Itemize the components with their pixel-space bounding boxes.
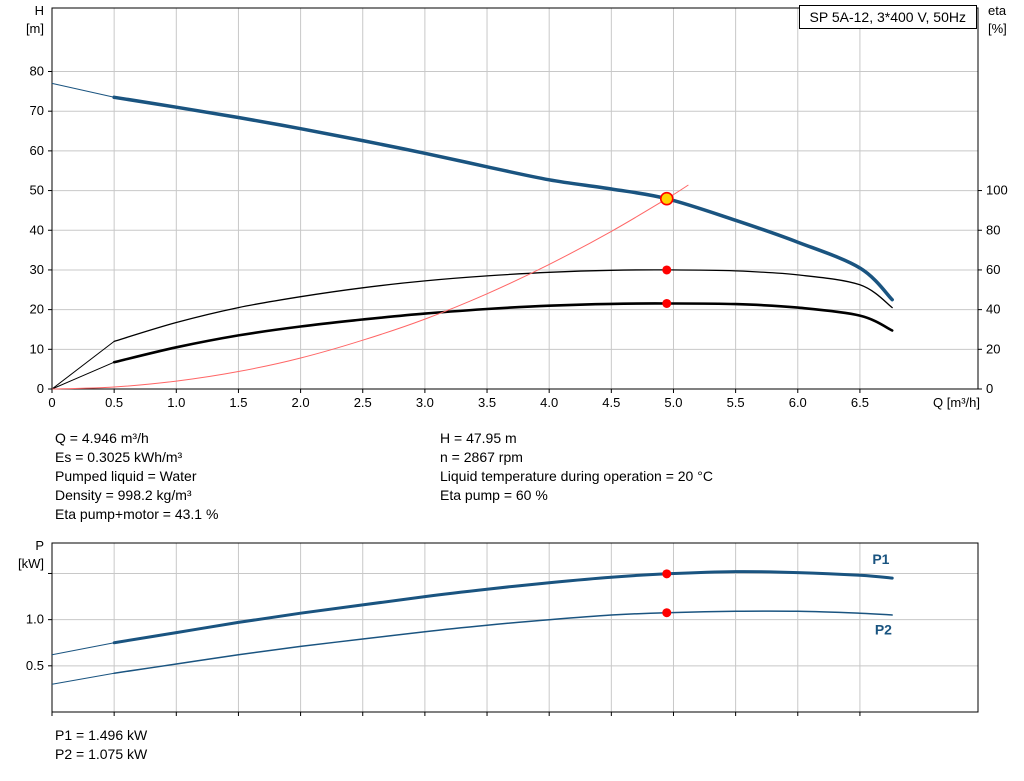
- svg-text:1.0: 1.0: [26, 612, 44, 627]
- pump-model-label: SP 5A-12, 3*400 V, 50Hz: [798, 5, 977, 29]
- info-line-temp: Liquid temperature during operation = 20…: [440, 468, 713, 484]
- svg-text:3.5: 3.5: [478, 395, 496, 410]
- svg-text:2.5: 2.5: [354, 395, 372, 410]
- info-line-density: Density = 998.2 kg/m³: [55, 487, 192, 503]
- svg-text:P2: P2: [875, 621, 892, 637]
- duty-info-right: H = 47.95 m n = 2867 rpm Liquid temperat…: [440, 429, 713, 505]
- svg-text:0.5: 0.5: [26, 658, 44, 673]
- head-efficiency-chart: 0 0.5 1.0 1.5 2.0 2.5 3.0 3.5 4.0 4.5 5.0 5.5 6.0 6.5…: [26, 3, 1008, 410]
- svg-text:4.0: 4.0: [540, 395, 558, 410]
- svg-text:Q [m³/h]: Q [m³/h]: [933, 395, 980, 410]
- svg-text:[%]: [%]: [988, 21, 1007, 36]
- info-line-n: n = 2867 rpm: [440, 449, 523, 465]
- duty-info-left: Q = 4.946 m³/h Es = 0.3025 kWh/m³ Pumped…: [55, 429, 218, 524]
- svg-text:20: 20: [986, 341, 1000, 356]
- svg-text:10: 10: [30, 341, 44, 356]
- svg-text:P1: P1: [872, 551, 889, 567]
- svg-text:0.5: 0.5: [105, 395, 123, 410]
- info-line-es: Es = 0.3025 kWh/m³: [55, 449, 183, 465]
- svg-text:[kW]: [kW]: [18, 556, 44, 571]
- svg-text:40: 40: [986, 302, 1000, 317]
- svg-text:5.0: 5.0: [664, 395, 682, 410]
- svg-text:5.5: 5.5: [727, 395, 745, 410]
- svg-text:40: 40: [30, 222, 44, 237]
- svg-text:6.0: 6.0: [789, 395, 807, 410]
- svg-text:0: 0: [48, 395, 55, 410]
- svg-text:1.0: 1.0: [167, 395, 185, 410]
- svg-text:1.5: 1.5: [229, 395, 247, 410]
- info-line-q: Q = 4.946 m³/h: [55, 430, 149, 446]
- svg-text:3.0: 3.0: [416, 395, 434, 410]
- svg-text:100: 100: [986, 183, 1008, 198]
- svg-text:80: 80: [30, 64, 44, 79]
- svg-text:0: 0: [37, 381, 44, 396]
- svg-text:6.5: 6.5: [851, 395, 869, 410]
- info-line-p2: P2 = 1.075 kW: [55, 746, 148, 762]
- svg-text:60: 60: [30, 143, 44, 158]
- info-line-h: H = 47.95 m: [440, 430, 517, 446]
- info-line-liquid: Pumped liquid = Water: [55, 468, 197, 484]
- svg-text:4.5: 4.5: [602, 395, 620, 410]
- svg-text:P: P: [35, 538, 44, 553]
- svg-text:80: 80: [986, 222, 1000, 237]
- svg-text:[m]: [m]: [26, 21, 44, 36]
- svg-text:2.0: 2.0: [292, 395, 310, 410]
- info-line-p1: P1 = 1.496 kW: [55, 727, 148, 743]
- power-chart: P1 P2 0.5 1.0 P [kW]: [18, 538, 979, 716]
- svg-text:30: 30: [30, 262, 44, 277]
- svg-text:60: 60: [986, 262, 1000, 277]
- svg-text:70: 70: [30, 103, 44, 118]
- svg-text:eta: eta: [988, 3, 1007, 18]
- info-line-eta-pump: Eta pump = 60 %: [440, 487, 548, 503]
- info-line-eta-total: Eta pump+motor = 43.1 %: [55, 506, 219, 522]
- power-info: P1 = 1.496 kW P2 = 1.075 kW: [55, 726, 147, 764]
- svg-text:0: 0: [986, 381, 993, 396]
- svg-text:20: 20: [30, 302, 44, 317]
- svg-text:H: H: [35, 3, 44, 18]
- svg-text:50: 50: [30, 183, 44, 198]
